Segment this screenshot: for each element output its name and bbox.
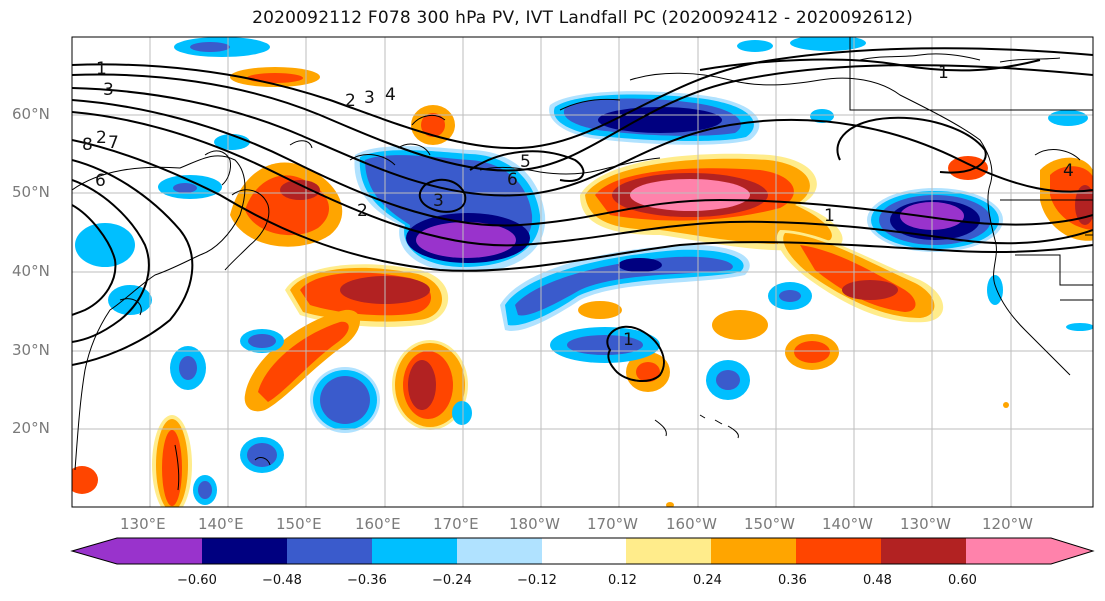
latitude-label: 40°N [12, 262, 50, 280]
colorbar-tick-label: −0.60 [177, 573, 217, 588]
contour-label: 1 [824, 206, 835, 226]
colorbar-segment [966, 538, 1051, 564]
negative-anomaly-shading [75, 37, 1093, 505]
longitude-label: 170°W [587, 515, 638, 533]
longitude-label: 140°W [822, 515, 873, 533]
contour-label: 1 [96, 59, 107, 79]
colorbar-tick-label: 0.12 [608, 573, 637, 588]
contour-label: 3 [364, 88, 375, 108]
contour-label: 3 [433, 191, 444, 211]
colorbar-tick-label: −0.12 [517, 573, 557, 588]
contour-label: 3 [103, 80, 114, 100]
longitude-label: 150°W [744, 515, 795, 533]
colorbar-tick-label: −0.36 [347, 573, 387, 588]
colorbar-tick-label: 0.60 [948, 573, 977, 588]
colorbar-tick-label: 0.24 [693, 573, 722, 588]
colorbar-tick-label: −0.24 [432, 573, 472, 588]
colorbar-segment [202, 538, 287, 564]
longitude-label: 160°E [355, 515, 401, 533]
longitude-label: 180°W [509, 515, 560, 533]
contour-label: 1 [623, 330, 634, 350]
longitude-label: 120°W [982, 515, 1033, 533]
latitude-label: 50°N [12, 183, 50, 201]
longitude-label: 150°E [276, 515, 322, 533]
contour-label: 2 [345, 91, 356, 111]
colorbar-segment [457, 538, 542, 564]
latitude-label: 60°N [12, 105, 50, 123]
contour-label: 6 [95, 171, 106, 191]
longitude-label: 140°E [198, 515, 244, 533]
colorbar-tick-label: 0.48 [863, 573, 892, 588]
colorbar-segment [372, 538, 457, 564]
contour-label: 5 [520, 152, 531, 172]
contour-label: 8 [82, 135, 93, 155]
contour-label: 4 [385, 85, 396, 105]
contour-label: 1 [938, 63, 949, 83]
colorbar-extend-max [1051, 538, 1093, 564]
latitude-label: 30°N [12, 341, 50, 359]
longitude-label: 130°E [120, 515, 166, 533]
coastlines [72, 37, 1093, 491]
colorbar-segment [796, 538, 881, 564]
latitude-label: 20°N [12, 419, 50, 437]
colorbar [70, 537, 1095, 565]
contour-labels: 1 3 2 3 4 2 7 8 6 5 6 3 2 1 1 4 1 [82, 59, 1074, 350]
contour-label: 7 [108, 133, 119, 153]
pv-anomaly-field [72, 37, 1093, 507]
longitude-label: 170°E [433, 515, 479, 533]
colorbar-tick-label: 0.36 [778, 573, 807, 588]
contour-label: 2 [96, 128, 107, 148]
colorbar-tick-label: −0.48 [262, 573, 302, 588]
contour-label: 2 [357, 201, 368, 221]
colorbar-segment [117, 538, 202, 564]
figure-title: 2020092112 F078 300 hPa PV, IVT Landfall… [252, 8, 913, 28]
colorbar-segment [711, 538, 796, 564]
longitude-label: 130°W [900, 515, 951, 533]
contour-lines [72, 47, 1093, 382]
contour-label: 4 [1063, 161, 1074, 181]
colorbar-extend-min [72, 538, 117, 564]
colorbar-segment [287, 538, 372, 564]
colorbar-segment [542, 538, 626, 564]
colorbar-segment [626, 538, 711, 564]
contour-label: 6 [507, 170, 518, 190]
longitude-label: 160°W [666, 515, 717, 533]
map-frame [71, 36, 1094, 508]
colorbar-segment [881, 538, 966, 564]
